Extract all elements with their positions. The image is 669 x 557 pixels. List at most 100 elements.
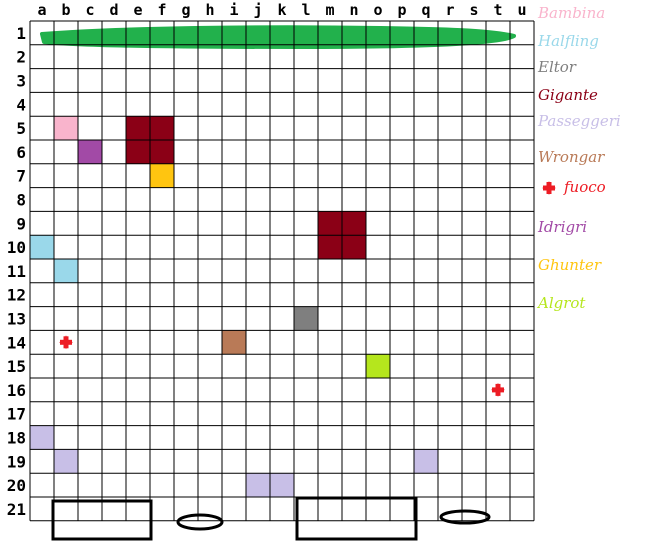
row-label-18: 18 [7, 429, 26, 448]
column-label-b: b [61, 1, 70, 19]
legend-item-ghunter: Ghunter [538, 256, 601, 274]
legend-item-fuoco: fuoco [538, 178, 606, 198]
column-label-p: p [397, 1, 406, 19]
column-label-m: m [325, 1, 334, 19]
legend-item-bambina: Bambina [538, 4, 605, 22]
legend-label: Eltor [538, 58, 576, 76]
row-label-2: 2 [16, 48, 26, 67]
row-label-10: 10 [7, 238, 26, 257]
row-label-3: 3 [16, 72, 26, 91]
row-label-16: 16 [7, 381, 26, 400]
legend-item-eltor: Eltor [538, 58, 576, 76]
legend-item-gigante: Gigante [538, 86, 598, 104]
legend-label: Idrigri [538, 218, 588, 236]
cell-algrot-o15 [366, 354, 390, 378]
cell-bambina-b5 [54, 116, 78, 140]
row-label-9: 9 [16, 214, 26, 233]
column-label-e: e [133, 1, 142, 19]
column-label-l: l [301, 1, 310, 19]
row-label-21: 21 [7, 500, 26, 519]
legend-label: Ghunter [538, 256, 602, 274]
cell-halfling-b11 [54, 259, 78, 283]
column-label-j: j [253, 1, 262, 19]
row-label-19: 19 [7, 452, 26, 471]
row-label-14: 14 [7, 333, 26, 352]
column-label-r: r [445, 1, 454, 19]
fire-icon [491, 382, 505, 397]
row-label-6: 6 [16, 143, 26, 162]
cell-idrigri-c6 [78, 140, 102, 164]
cell-gigante-m10 [318, 235, 342, 259]
row1-scribble-stroke [40, 25, 516, 49]
legend-label: fuoco [564, 178, 606, 196]
bottom-rectangle-left [51, 499, 153, 541]
cell-gigante-f6 [150, 140, 174, 164]
legend-label: Bambina [538, 4, 606, 22]
fire-markers [59, 335, 505, 397]
cell-passeggeri-a18 [30, 425, 54, 450]
cell-passeggeri-k20 [270, 473, 294, 497]
cell-gigante-m9 [318, 211, 342, 236]
legend-item-passeggeri: Passeggeri [538, 112, 621, 130]
cell-eltor-l13 [294, 306, 318, 331]
cell-gigante-n9 [342, 211, 366, 236]
legend-label: Passeggeri [538, 112, 621, 130]
column-label-i: i [229, 1, 238, 19]
grid-labels: a b c d e f g h i j k l m n o p q r s t u1234567891011121314… [7, 1, 527, 519]
legend-label: Algrot [538, 294, 586, 312]
row1-scribble [40, 25, 516, 49]
cell-gigante-f5 [150, 116, 174, 140]
grid-lines [29, 20, 535, 522]
cell-wrongar-i14 [222, 330, 246, 355]
column-label-t: t [493, 1, 502, 19]
bottom-ellipse-right [439, 509, 491, 525]
column-label-a: a [37, 1, 46, 19]
column-label-n: n [349, 1, 358, 19]
row-label-11: 11 [7, 262, 26, 281]
fire-icon-glyph [542, 181, 556, 195]
bottom-rectangle-right [295, 496, 418, 541]
row-label-1: 1 [16, 24, 26, 43]
fire-icon [542, 181, 556, 195]
legend: Bambina Halfling Eltor Gigante Passeggeri Wro… [538, 0, 669, 340]
row-label-5: 5 [16, 119, 26, 138]
bottom-ellipse-left [176, 513, 224, 531]
cell-gigante-n10 [342, 235, 366, 259]
cell-gigante-e6 [126, 140, 150, 164]
row-label-20: 20 [7, 476, 26, 495]
row-label-13: 13 [7, 310, 26, 329]
cell-ghunter-f7 [150, 163, 174, 188]
bottom-shapes [51, 496, 491, 541]
fire-icon [59, 335, 73, 350]
column-label-d: d [109, 1, 118, 19]
cell-passeggeri-j20 [246, 473, 270, 497]
legend-label: Halfling [538, 32, 599, 50]
legend-item-halfling: Halfling [538, 32, 599, 50]
column-label-k: k [277, 1, 286, 19]
cell-passeggeri-b19 [54, 449, 78, 474]
row-label-8: 8 [16, 191, 26, 210]
column-label-u: u [517, 1, 526, 19]
column-label-g: g [181, 1, 190, 19]
column-label-c: c [85, 1, 94, 19]
legend-label: Wrongar [538, 148, 605, 166]
column-label-s: s [469, 1, 478, 19]
row-label-17: 17 [7, 405, 26, 424]
row-label-4: 4 [16, 95, 26, 114]
column-label-h: h [205, 1, 214, 19]
column-label-q: q [421, 1, 430, 19]
cell-gigante-e5 [126, 116, 150, 140]
column-label-f: f [157, 1, 166, 19]
cell-passeggeri-q19 [414, 449, 438, 474]
row-label-15: 15 [7, 357, 26, 376]
legend-item-algrot: Algrot [538, 294, 585, 312]
colored-cells [30, 116, 438, 497]
legend-item-wrongar: Wrongar [538, 148, 604, 166]
row-label-12: 12 [7, 286, 26, 305]
cell-halfling-a10 [30, 235, 54, 259]
column-label-o: o [373, 1, 382, 19]
legend-label: Gigante [538, 86, 598, 104]
legend-item-idrigri: Idrigri [538, 218, 587, 236]
row-label-7: 7 [16, 167, 26, 186]
